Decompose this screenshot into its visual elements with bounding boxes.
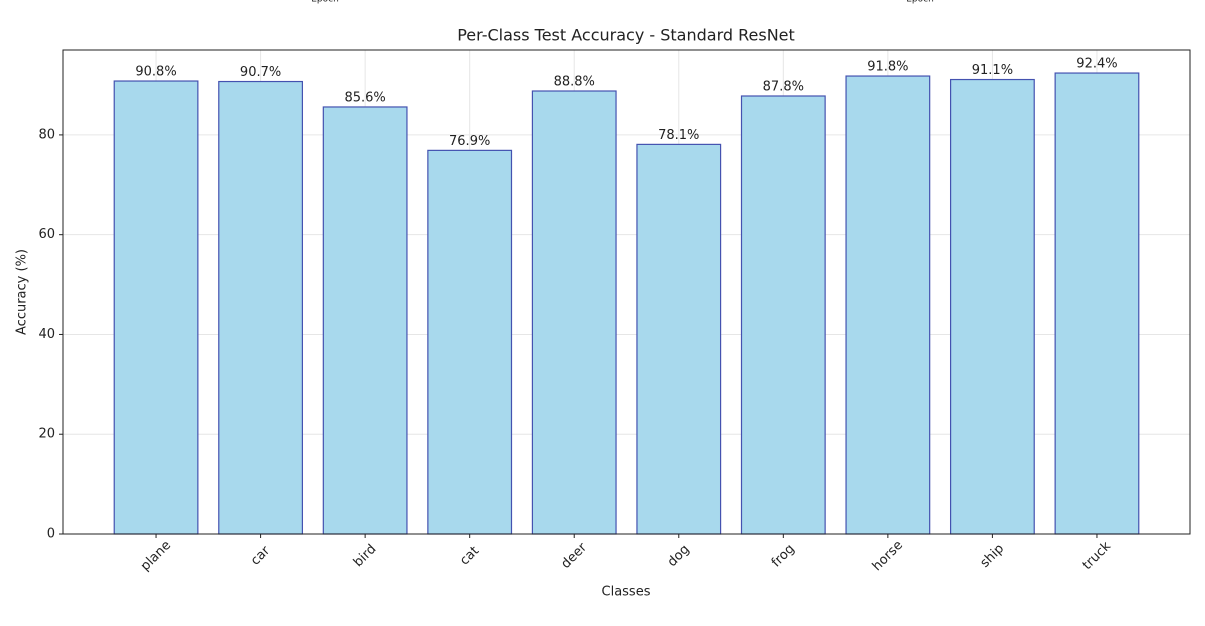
- cropped-x-label: Epoch: [311, 0, 339, 5]
- cropped-x-label: Epoch: [906, 0, 934, 5]
- bar: [218, 80, 304, 535]
- value-label: 91.1%: [972, 63, 1013, 78]
- bar: [427, 149, 513, 535]
- y-tick-label: 60: [38, 227, 55, 242]
- y-axis-label: Accuracy (%): [15, 249, 30, 335]
- bar: [636, 143, 722, 535]
- bar: [113, 80, 199, 535]
- value-label: 92.4%: [1076, 57, 1117, 72]
- x-tick-label: deer: [558, 540, 590, 572]
- value-label: 87.8%: [763, 79, 804, 94]
- x-tick-label: car: [248, 543, 274, 569]
- bar: [531, 90, 617, 535]
- value-label: 90.7%: [240, 65, 281, 80]
- value-label: 78.1%: [658, 128, 699, 143]
- bar: [949, 78, 1035, 535]
- bar: [845, 75, 931, 535]
- x-axis-label: Classes: [602, 585, 651, 600]
- bar: [1054, 72, 1140, 535]
- x-tick-label: plane: [138, 538, 174, 574]
- value-label: 91.8%: [867, 60, 908, 75]
- y-tick-label: 80: [38, 127, 55, 142]
- x-tick-label: truck: [1080, 539, 1115, 574]
- plot-frame: [62, 49, 1191, 535]
- value-label: 90.8%: [135, 65, 176, 80]
- y-tick-label: 0: [47, 527, 55, 542]
- value-label: 88.8%: [554, 75, 595, 90]
- x-tick-label: frog: [769, 542, 798, 571]
- bar: [740, 95, 826, 535]
- x-tick-label: cat: [457, 544, 482, 569]
- x-tick-label: bird: [351, 542, 379, 570]
- value-label: 85.6%: [344, 90, 385, 105]
- x-tick-label: ship: [978, 541, 1008, 571]
- y-tick-label: 20: [38, 427, 55, 442]
- value-label: 76.9%: [449, 134, 490, 149]
- x-tick-label: dog: [665, 542, 693, 570]
- y-tick-label: 40: [38, 327, 55, 342]
- bar: [322, 106, 408, 535]
- x-tick-label: horse: [870, 538, 906, 574]
- chart-title: Per-Class Test Accuracy - Standard ResNe…: [457, 26, 795, 45]
